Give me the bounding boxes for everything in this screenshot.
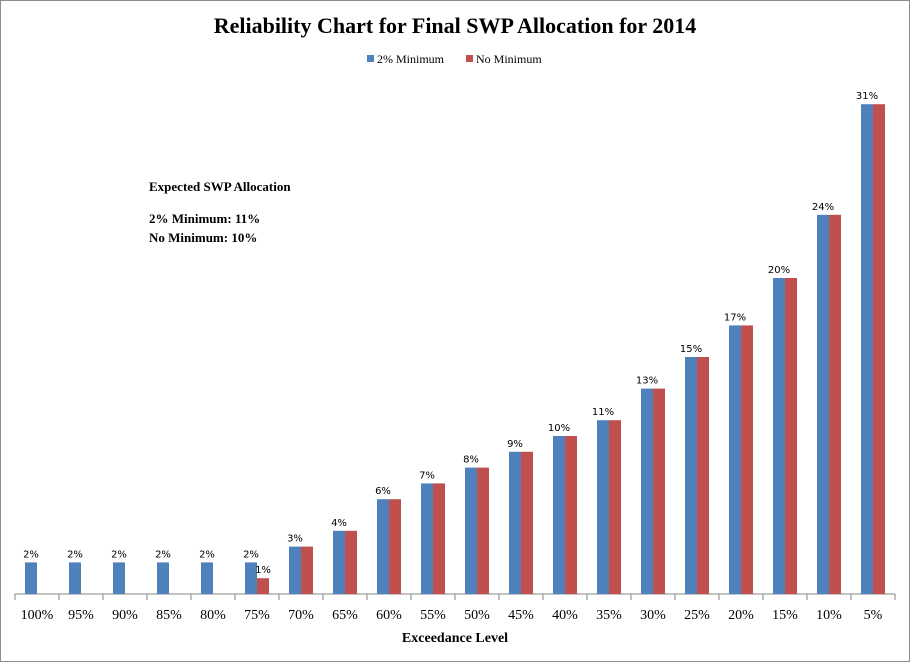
- x-tick-label: 75%: [244, 608, 270, 623]
- bar-series-1: [641, 388, 653, 594]
- x-tick-label: 95%: [68, 608, 94, 623]
- bar-series-1: [597, 420, 609, 594]
- bar-series-1: [861, 104, 873, 594]
- bar-series-1: [817, 214, 829, 595]
- x-tick-label: 80%: [200, 608, 226, 623]
- annotation-line: 2% Minimum: 11%: [149, 211, 260, 226]
- bar-series-1: [685, 357, 697, 594]
- x-tick-label: 100%: [21, 608, 54, 623]
- x-tick-label: 35%: [596, 608, 622, 623]
- data-label: 10%: [548, 423, 570, 434]
- bar-series-2: [609, 420, 621, 594]
- plot-area: 2% 100% 2% 95% 2% 90% 2% 85% 2% 80% 2% 1% 75% 3% 70% 4%…: [14, 91, 896, 623]
- x-tick-label: 10%: [816, 608, 842, 623]
- chart-title: Reliability Chart for Final SWP Allocati…: [214, 13, 697, 38]
- x-axis-label: Exceedance Level: [402, 631, 508, 646]
- data-label: 2%: [111, 549, 127, 560]
- data-label: 2%: [243, 549, 259, 560]
- data-label: 4%: [331, 518, 347, 529]
- x-tick-label: 30%: [640, 608, 666, 623]
- annotation-line: No Minimum: 10%: [149, 230, 257, 245]
- legend-label-series-1: 2% Minimum: [377, 52, 445, 66]
- data-label: 3%: [287, 534, 303, 545]
- bar-series-1: [553, 436, 565, 594]
- bar-series-2: [565, 436, 577, 594]
- bar-series-1: [773, 278, 785, 594]
- bar-series-1: [289, 546, 301, 594]
- x-tick-label: 45%: [508, 608, 534, 623]
- x-tick-label: 70%: [288, 608, 314, 623]
- annotation-box: Expected SWP Allocation 2% Minimum: 11% …: [149, 179, 291, 245]
- data-label: 17%: [724, 312, 746, 323]
- bar-series-1: [509, 451, 521, 594]
- data-label: 11%: [592, 407, 614, 418]
- bar-series-2: [829, 214, 841, 595]
- x-tick-label: 65%: [332, 608, 358, 623]
- bar-series-2: [697, 357, 709, 594]
- x-tick-label: 40%: [552, 608, 578, 623]
- legend-label-series-2: No Minimum: [476, 52, 542, 66]
- data-label: 2%: [199, 549, 215, 560]
- bar-series-1: [245, 562, 257, 594]
- data-label: 31%: [856, 91, 878, 102]
- bar-series-2: [785, 278, 797, 594]
- bar-series-2: [301, 546, 313, 594]
- x-tick-label: 50%: [464, 608, 490, 623]
- data-label: 24%: [812, 202, 834, 213]
- x-tick-label: 25%: [684, 608, 710, 623]
- bar-series-1: [421, 483, 433, 594]
- bar-series-1: [113, 562, 125, 594]
- bar-series-2: [521, 451, 533, 594]
- legend: 2% Minimum No Minimum: [367, 52, 542, 66]
- bar-series-1: [157, 562, 169, 594]
- bar-series-2: [873, 104, 885, 594]
- bar-series-1: [69, 562, 81, 594]
- x-tick-label: 60%: [376, 608, 402, 623]
- data-label: 20%: [768, 265, 790, 276]
- x-tick-label: 85%: [156, 608, 182, 623]
- data-label: 6%: [375, 486, 391, 497]
- bar-series-2: [741, 325, 753, 594]
- data-label: 9%: [507, 439, 523, 450]
- data-label: 2%: [23, 549, 39, 560]
- bar-series-2: [257, 578, 269, 594]
- x-tick-label: 90%: [112, 608, 138, 623]
- data-label: 15%: [680, 344, 702, 355]
- data-label: 7%: [419, 470, 435, 481]
- bar-series-1: [333, 530, 345, 594]
- data-label: 2%: [67, 549, 83, 560]
- legend-swatch-series-1: [367, 55, 374, 62]
- bar-series-1: [377, 499, 389, 594]
- legend-swatch-series-2: [466, 55, 473, 62]
- data-label: 1%: [255, 565, 271, 576]
- bar-series-2: [433, 483, 445, 594]
- x-tick-label: 55%: [420, 608, 446, 623]
- data-label: 8%: [463, 455, 479, 466]
- bar-series-1: [465, 467, 477, 594]
- bar-series-2: [653, 388, 665, 594]
- bar-series-1: [25, 562, 37, 594]
- x-tick-label: 5%: [864, 608, 883, 623]
- bar-series-2: [477, 467, 489, 594]
- annotation-heading: Expected SWP Allocation: [149, 179, 291, 194]
- data-label: 2%: [155, 549, 171, 560]
- data-label: 13%: [636, 376, 658, 387]
- bar-series-1: [729, 325, 741, 594]
- x-tick-label: 20%: [728, 608, 754, 623]
- x-tick-label: 15%: [772, 608, 798, 623]
- bar-series-2: [389, 499, 401, 594]
- bar-series-1: [201, 562, 213, 594]
- bar-series-2: [345, 530, 357, 594]
